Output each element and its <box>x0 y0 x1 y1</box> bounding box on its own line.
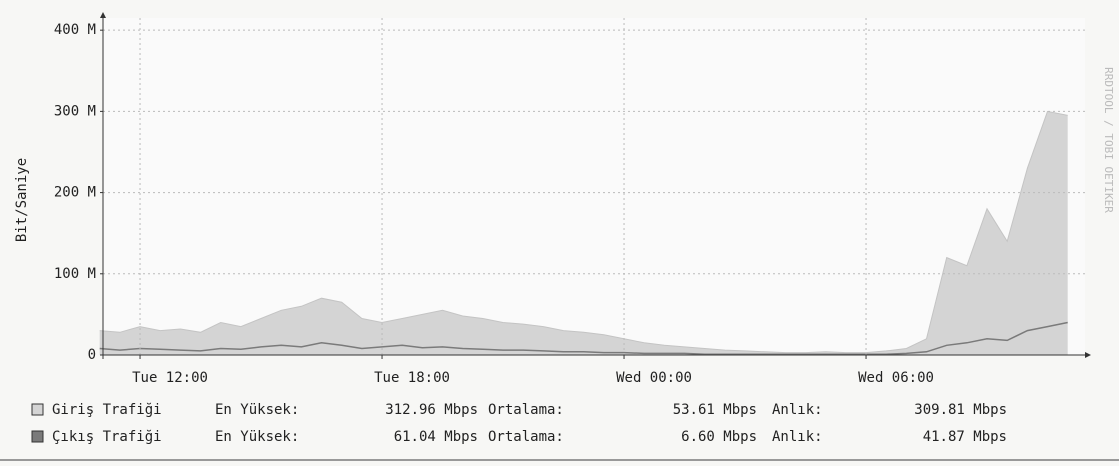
y-tick-label: 100 M <box>54 266 96 282</box>
y-axis-arrow <box>100 12 106 18</box>
legend-swatch <box>31 403 44 416</box>
stat-label: Anlık: <box>772 429 823 445</box>
stat-label: Ortalama: <box>488 429 564 445</box>
stat-label: En Yüksek: <box>215 429 299 445</box>
stat-label: En Yüksek: <box>215 402 299 418</box>
x-tick-label: Wed 06:00 <box>858 370 934 386</box>
stat-label: Anlık: <box>772 402 823 418</box>
y-axis-label: Bit/Saniye <box>14 158 30 242</box>
stat-value: 53.61 Mbps <box>673 402 757 418</box>
x-tick-label: Tue 18:00 <box>374 370 450 386</box>
y-tick-label: 400 M <box>54 22 96 38</box>
x-tick-label: Wed 00:00 <box>616 370 692 386</box>
stat-label: Ortalama: <box>488 402 564 418</box>
x-tick-label: Tue 12:00 <box>132 370 208 386</box>
y-tick-label: 300 M <box>54 103 96 119</box>
stat-value: 41.87 Mbps <box>923 429 1007 445</box>
stat-value: 312.96 Mbps <box>385 402 478 418</box>
stat-value: 309.81 Mbps <box>914 402 1007 418</box>
stat-value: 6.60 Mbps <box>681 429 757 445</box>
y-tick-label: 200 M <box>54 185 96 201</box>
y-tick-label: 0 <box>88 347 96 363</box>
x-axis-arrow <box>1085 352 1091 358</box>
watermark: RRDTOOL / TOBI OETIKER <box>1102 67 1115 213</box>
area-fill <box>99 111 1068 356</box>
legend-label: Çıkış Trafiği <box>52 429 162 445</box>
area-outline <box>99 110 1068 354</box>
legend-label: Giriş Trafiği <box>52 402 162 418</box>
line <box>99 321 1068 355</box>
legend-swatch <box>31 430 44 443</box>
plot-area <box>103 18 1085 355</box>
stat-value: 61.04 Mbps <box>394 429 478 445</box>
